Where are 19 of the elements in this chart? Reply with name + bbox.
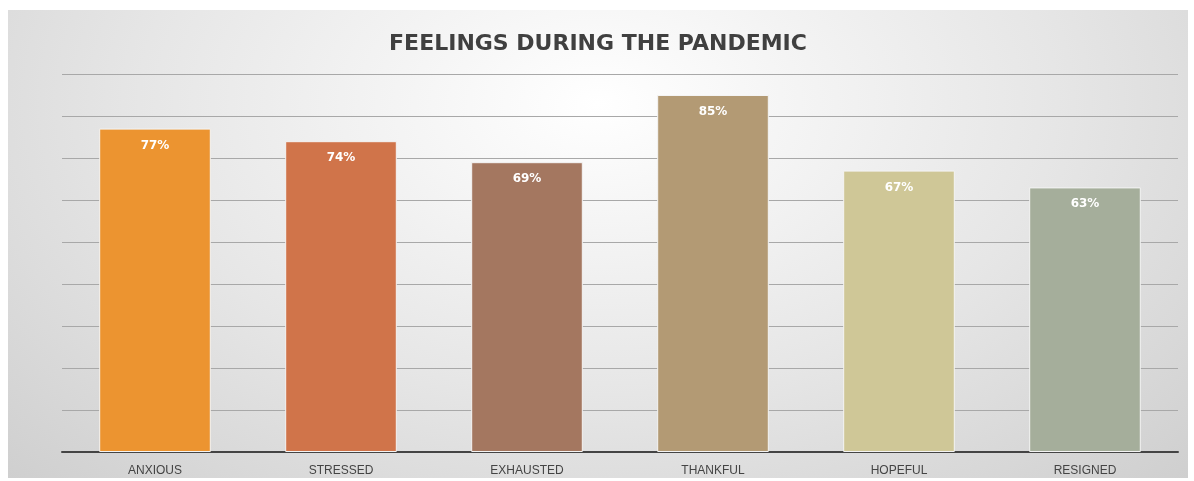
x-tick-label: ANXIOUS: [127, 463, 183, 477]
x-tick-label: THANKFUL: [681, 463, 745, 477]
data-label: 85%: [698, 104, 728, 118]
bar: [285, 141, 397, 452]
bar: [99, 128, 211, 452]
chart-title: FEELINGS DURING THE PANDEMIC: [389, 29, 807, 55]
bar: [1029, 187, 1141, 452]
data-label: 67%: [884, 179, 914, 194]
bar: [471, 162, 583, 452]
x-tick-label: EXHAUSTED: [490, 463, 564, 477]
x-tick-label: RESIGNED: [1053, 463, 1117, 477]
data-label: 74%: [326, 150, 356, 165]
data-label: 69%: [512, 171, 542, 186]
data-label: 63%: [1070, 196, 1100, 211]
x-tick-label: STRESSED: [308, 463, 374, 477]
data-label: 77%: [140, 137, 170, 152]
bar: [657, 95, 769, 452]
x-tick-label: HOPEFUL: [870, 463, 928, 477]
bar: [843, 170, 955, 452]
